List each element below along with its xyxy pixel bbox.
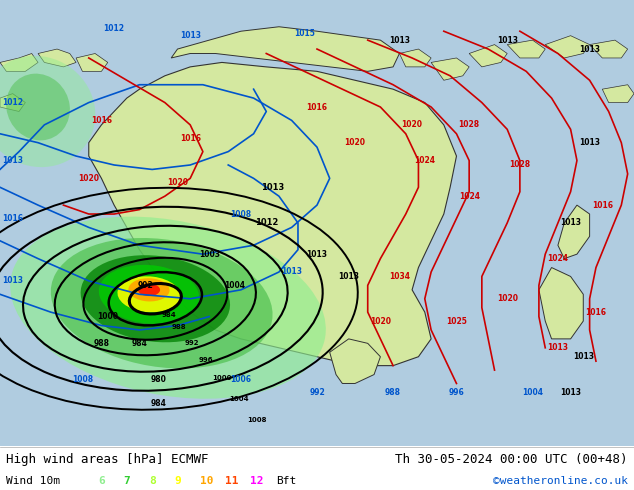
Text: 1013: 1013 <box>338 272 359 281</box>
Ellipse shape <box>129 278 169 301</box>
Text: 1013: 1013 <box>261 183 284 192</box>
Text: 12: 12 <box>250 476 264 486</box>
Text: 1013: 1013 <box>281 268 302 276</box>
Text: 1000: 1000 <box>97 312 119 321</box>
Text: 8: 8 <box>149 476 156 486</box>
Text: 996: 996 <box>199 357 213 363</box>
Ellipse shape <box>51 238 273 368</box>
Text: 984: 984 <box>131 339 148 348</box>
Text: 1024: 1024 <box>547 254 569 263</box>
Text: 1013: 1013 <box>573 352 594 361</box>
Text: 9: 9 <box>174 476 181 486</box>
Text: 1034: 1034 <box>389 272 410 281</box>
Polygon shape <box>469 45 507 67</box>
Text: 1020: 1020 <box>167 178 188 187</box>
Text: 11: 11 <box>225 476 238 486</box>
Polygon shape <box>89 62 456 366</box>
Text: 1004: 1004 <box>230 396 249 402</box>
Text: 1006: 1006 <box>230 374 252 384</box>
Polygon shape <box>507 40 545 58</box>
Text: 1020: 1020 <box>401 121 423 129</box>
Text: 996: 996 <box>449 388 464 397</box>
Text: Th 30-05-2024 00:00 UTC (00+48): Th 30-05-2024 00:00 UTC (00+48) <box>395 453 628 466</box>
Text: 1013: 1013 <box>560 388 581 397</box>
Text: Bft: Bft <box>276 476 296 486</box>
Text: 1012: 1012 <box>103 24 125 33</box>
Text: 1013: 1013 <box>560 219 581 227</box>
Text: 1020: 1020 <box>496 294 518 303</box>
Text: 1016: 1016 <box>91 116 112 125</box>
Text: 1016: 1016 <box>592 200 613 210</box>
Ellipse shape <box>0 56 95 167</box>
Text: 1013: 1013 <box>2 156 23 165</box>
Text: 984: 984 <box>150 399 167 408</box>
Text: ©weatheronline.co.uk: ©weatheronline.co.uk <box>493 476 628 486</box>
Text: 1008: 1008 <box>72 374 93 384</box>
Ellipse shape <box>138 284 160 296</box>
Ellipse shape <box>117 276 181 312</box>
Text: 1013: 1013 <box>306 250 328 259</box>
Text: 992: 992 <box>138 281 153 290</box>
Text: 1024: 1024 <box>458 192 480 201</box>
Polygon shape <box>76 53 108 72</box>
Text: 1000: 1000 <box>212 375 231 381</box>
Text: 1008: 1008 <box>230 210 252 219</box>
Text: 1020: 1020 <box>344 138 366 147</box>
Text: 1015: 1015 <box>294 29 314 38</box>
Text: 1016: 1016 <box>2 214 23 223</box>
Text: 1016: 1016 <box>179 134 201 143</box>
Text: 1013: 1013 <box>389 36 410 45</box>
Text: 1008: 1008 <box>247 417 266 423</box>
Polygon shape <box>171 27 399 72</box>
Text: 1020: 1020 <box>78 174 100 183</box>
Text: 1012: 1012 <box>255 219 278 227</box>
Text: 1025: 1025 <box>446 317 467 325</box>
Text: 992: 992 <box>184 340 199 346</box>
Text: 1013: 1013 <box>496 36 518 45</box>
Text: 1004: 1004 <box>224 281 245 290</box>
Ellipse shape <box>6 74 70 141</box>
Text: 1013: 1013 <box>179 31 201 40</box>
Text: 988: 988 <box>93 339 110 348</box>
Polygon shape <box>558 205 590 259</box>
Ellipse shape <box>99 265 199 324</box>
Text: 992: 992 <box>309 388 325 397</box>
Text: 980: 980 <box>150 374 167 384</box>
Polygon shape <box>539 268 583 339</box>
Text: 1020: 1020 <box>370 317 391 325</box>
Text: Wind 10m: Wind 10m <box>6 476 60 486</box>
Polygon shape <box>545 36 590 58</box>
Text: 1004: 1004 <box>522 388 543 397</box>
Text: 10: 10 <box>200 476 213 486</box>
Polygon shape <box>0 94 25 112</box>
Polygon shape <box>590 40 628 58</box>
Polygon shape <box>38 49 76 67</box>
Text: 1016: 1016 <box>306 102 328 112</box>
Text: 1003: 1003 <box>198 250 220 259</box>
Polygon shape <box>0 53 38 72</box>
Ellipse shape <box>10 217 326 399</box>
Text: 1013: 1013 <box>579 45 600 53</box>
Text: 1013: 1013 <box>547 343 569 352</box>
Text: 1028: 1028 <box>509 161 531 170</box>
Text: High wind areas [hPa] ECMWF: High wind areas [hPa] ECMWF <box>6 453 209 466</box>
Text: 1013: 1013 <box>579 138 600 147</box>
Text: 1016: 1016 <box>585 308 607 317</box>
Text: 1012: 1012 <box>2 98 23 107</box>
Text: 7: 7 <box>124 476 131 486</box>
Polygon shape <box>330 339 380 384</box>
Text: 6: 6 <box>98 476 105 486</box>
Text: 1028: 1028 <box>458 121 480 129</box>
Text: 1024: 1024 <box>414 156 436 165</box>
Text: 984: 984 <box>161 312 176 318</box>
Text: 988: 988 <box>172 324 186 330</box>
Text: 1013: 1013 <box>2 276 23 285</box>
Polygon shape <box>602 85 634 102</box>
Polygon shape <box>399 49 431 67</box>
Polygon shape <box>431 58 469 80</box>
Ellipse shape <box>81 255 230 343</box>
Text: 988: 988 <box>385 388 401 397</box>
